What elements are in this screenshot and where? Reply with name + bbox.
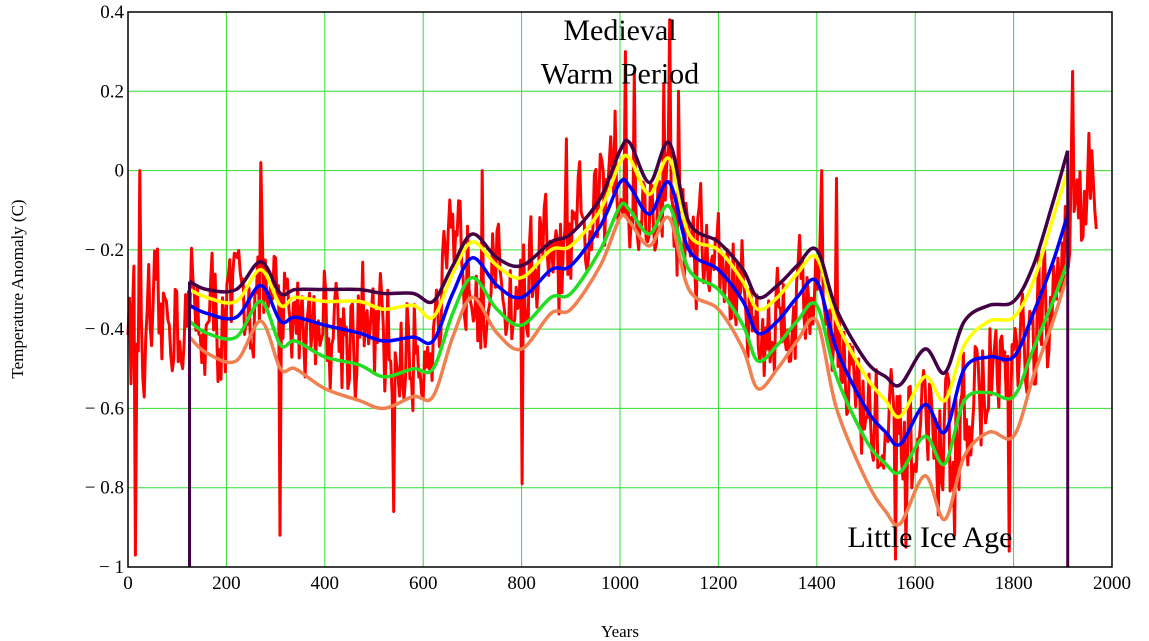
x-tick-label: 2000	[1093, 573, 1131, 594]
annotation-medieval-line-1: Medieval	[563, 14, 676, 47]
x-tick-label: 800	[507, 573, 536, 594]
x-tick-label: 1200	[699, 573, 737, 594]
x-tick-label: 0	[123, 573, 133, 594]
plot-frame	[127, 11, 1113, 568]
x-tick-label: 1600	[896, 573, 934, 594]
x-axis-title: Years	[601, 622, 639, 641]
y-tick-label: 0	[115, 161, 125, 182]
y-axis-title: Temperature Anomaly (C)	[8, 199, 27, 378]
smoothed-series-3	[188, 177, 1070, 447]
x-tick-label: 1800	[995, 573, 1033, 594]
y-tick-label: 0.2	[100, 81, 124, 102]
smoothed-series-1	[188, 138, 1070, 388]
smoothed-series-2	[188, 153, 1070, 419]
y-tick-label: − 0.2	[85, 240, 124, 261]
x-tick-label: 1400	[798, 573, 836, 594]
plot-area	[126, 18, 1098, 567]
annotation-medieval-line-2: Warm Period	[541, 57, 699, 90]
y-tick-label: − 0.8	[85, 478, 124, 499]
y-tick-label: 0.4	[100, 2, 124, 23]
annotations: Medieval Warm Period Little Ice Age	[541, 14, 1013, 554]
y-tick-label: − 0.4	[85, 319, 125, 340]
annotation-little-ice-age: Little Ice Age	[847, 521, 1012, 554]
x-tick-label: 1000	[601, 573, 639, 594]
x-tick-label: 400	[311, 573, 340, 594]
y-tick-label: − 1	[99, 557, 124, 578]
tick-labels: 0 200 400 600 800 1000 1200 1400 1600 1800 2000 0.4…	[85, 2, 1131, 594]
x-tick-label: 600	[409, 573, 438, 594]
x-tick-label: 200	[212, 573, 241, 594]
y-tick-label: − 0.6	[85, 398, 124, 419]
smoothed-series-5	[188, 213, 1070, 527]
smoothed-series-4	[188, 201, 1070, 476]
